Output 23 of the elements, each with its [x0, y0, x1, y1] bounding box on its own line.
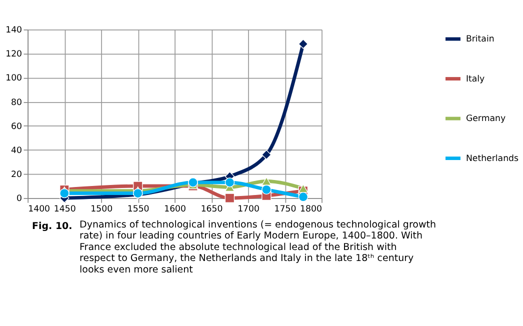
y-tick-label: 0: [16, 194, 22, 204]
x-tick-label: 1450: [54, 204, 76, 214]
legend-label: Britain: [466, 34, 494, 45]
y-tick-label: 80: [11, 98, 22, 108]
x-tick-label: 1600: [164, 204, 186, 214]
legend-label: Germany: [466, 114, 506, 124]
x-tick-label: 1750: [274, 204, 296, 214]
legend-label: Netherlands: [466, 154, 520, 164]
y-tick-label: 100: [6, 74, 22, 84]
y-tick-label: 140: [6, 26, 22, 36]
x-tick-label: 1500: [90, 204, 113, 214]
y-tick-label: 40: [11, 146, 22, 156]
text: Dynamics of technological inventions (= endogenous technological growth rate) in four leading countries of Early Modern Europe, 1400–1800. With France excluded the absolute technological lead of the British with respect to Germany, the Netherlands and Italy in the late 18ᵗʰ century looks even more salient: [80, 219, 436, 276]
y-tick-label: 120: [6, 50, 22, 60]
x-tick-label: 1550: [127, 204, 150, 214]
x-tick-label: 1800: [300, 204, 322, 214]
caption: Fig. 10.: [32, 221, 72, 232]
x-tick-label: 1700: [238, 204, 260, 214]
x-tick-label: 1400: [28, 204, 50, 214]
legend-label: Italy: [466, 74, 485, 84]
y-tick-label: 20: [11, 170, 22, 180]
x-tick-label: 1650: [200, 204, 223, 214]
y-tick-label: 60: [11, 122, 22, 132]
